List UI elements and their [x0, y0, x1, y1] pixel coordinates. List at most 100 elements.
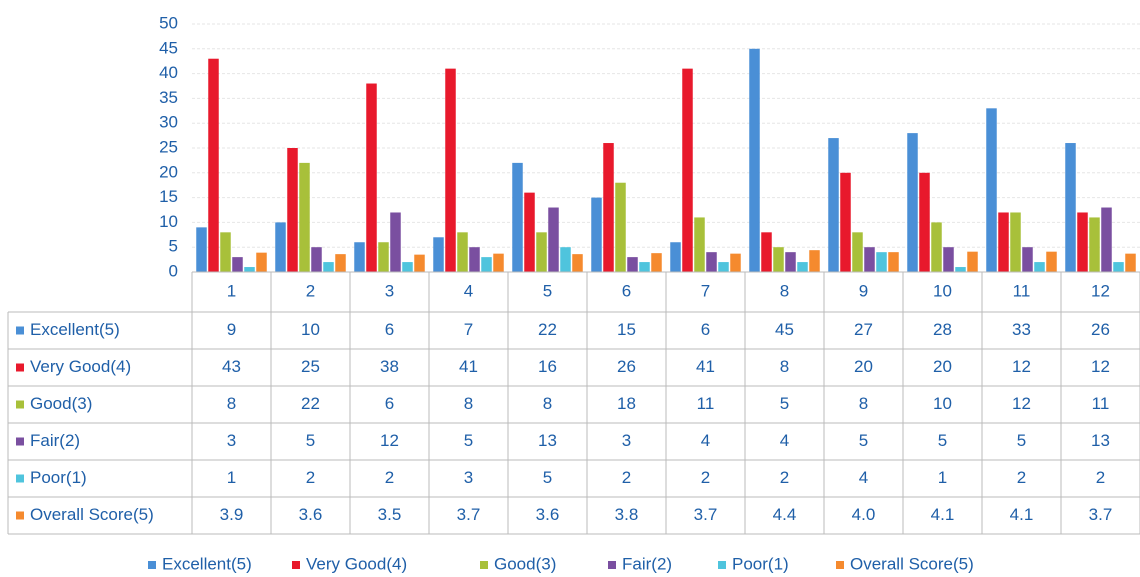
legend-label: Good(3): [494, 554, 556, 573]
table-cell: 3.9: [220, 505, 244, 524]
bar: [591, 197, 602, 272]
bar: [493, 253, 504, 272]
table-cell: 3: [622, 431, 631, 450]
legend-label: Very Good(4): [306, 554, 407, 573]
bar: [378, 242, 389, 272]
bar: [244, 267, 255, 272]
legend-swatch: [608, 561, 616, 569]
x-tick-label: 4: [464, 281, 473, 300]
table-cell: 5: [780, 394, 789, 413]
bar: [512, 162, 523, 272]
table-cell: 13: [1091, 431, 1110, 450]
table-cell: 2: [780, 468, 789, 487]
table-cell: 5: [938, 431, 947, 450]
bar: [1125, 253, 1136, 272]
bar: [627, 257, 638, 272]
bar: [955, 267, 966, 272]
table-cell: 38: [380, 357, 399, 376]
table-cell: 2: [306, 468, 315, 487]
legend-swatch: [836, 561, 844, 569]
bar: [1101, 207, 1112, 272]
bar: [572, 254, 583, 272]
bar: [639, 262, 650, 272]
table-cell: 12: [380, 431, 399, 450]
table-cell: 20: [854, 357, 873, 376]
table-cell: 7: [464, 320, 473, 339]
table-cell: 3: [227, 431, 236, 450]
bar: [548, 207, 559, 272]
table-cell: 5: [306, 431, 315, 450]
bar: [706, 252, 717, 272]
table-cell: 6: [385, 320, 394, 339]
bar: [311, 247, 322, 272]
bar: [335, 254, 346, 272]
table-cell: 4.1: [931, 505, 955, 524]
bar: [1065, 143, 1076, 272]
bar: [773, 247, 784, 272]
x-tick-label: 9: [859, 281, 868, 300]
legend-label: Overall Score(5): [850, 554, 974, 573]
table-cell: 4: [859, 468, 868, 487]
table-cell: 1: [227, 468, 236, 487]
table-cell: 22: [301, 394, 320, 413]
table-cell: 4.1: [1010, 505, 1034, 524]
bar: [402, 262, 413, 272]
table-cell: 12: [1012, 394, 1031, 413]
bar: [524, 192, 535, 272]
bar: [256, 252, 267, 272]
y-tick-label: 30: [159, 113, 178, 132]
bar: [560, 247, 571, 272]
y-tick-label: 35: [159, 88, 178, 107]
bar: [1089, 217, 1100, 272]
table-cell: 13: [538, 431, 557, 450]
x-tick-label: 3: [385, 281, 394, 300]
table-cell: 10: [933, 394, 952, 413]
row-swatch: [16, 363, 24, 372]
table-cell: 8: [464, 394, 473, 413]
table-cell: 16: [538, 357, 557, 376]
table-cell: 20: [933, 357, 952, 376]
table-cell: 5: [859, 431, 868, 450]
table-cell: 5: [543, 468, 552, 487]
bar: [809, 250, 820, 272]
table-cell: 8: [227, 394, 236, 413]
legend-swatch: [148, 561, 156, 569]
table-cell: 2: [701, 468, 710, 487]
bar: [196, 227, 207, 272]
legend-swatch: [718, 561, 726, 569]
x-tick-label: 10: [933, 281, 952, 300]
table-cell: 12: [1012, 357, 1031, 376]
x-tick-label: 1: [227, 281, 236, 300]
y-tick-label: 5: [169, 237, 178, 256]
bar: [670, 242, 681, 272]
table-cell: 5: [464, 431, 473, 450]
table-cell: 2: [1017, 468, 1026, 487]
table-cell: 8: [780, 357, 789, 376]
bar: [615, 182, 626, 272]
bar: [323, 262, 334, 272]
row-label: Fair(2): [30, 431, 80, 450]
bar: [1046, 251, 1057, 272]
bar: [876, 252, 887, 272]
bar: [943, 247, 954, 272]
bar: [694, 217, 705, 272]
bar: [651, 253, 662, 272]
table-cell: 33: [1012, 320, 1031, 339]
table-cell: 10: [301, 320, 320, 339]
bar: [967, 251, 978, 272]
bar: [481, 257, 492, 272]
row-label: Poor(1): [30, 468, 87, 487]
x-tick-label: 5: [543, 281, 552, 300]
table-cell: 28: [933, 320, 952, 339]
table-cell: 2: [385, 468, 394, 487]
bar: [828, 138, 839, 272]
table-cell: 3: [464, 468, 473, 487]
table-cell: 2: [622, 468, 631, 487]
table-cell: 15: [617, 320, 636, 339]
table-cell: 3.7: [457, 505, 481, 524]
bar: [888, 252, 899, 272]
table-cell: 3.6: [536, 505, 560, 524]
table-cell: 45: [775, 320, 794, 339]
table-cell: 11: [697, 394, 715, 413]
x-tick-label: 6: [622, 281, 631, 300]
